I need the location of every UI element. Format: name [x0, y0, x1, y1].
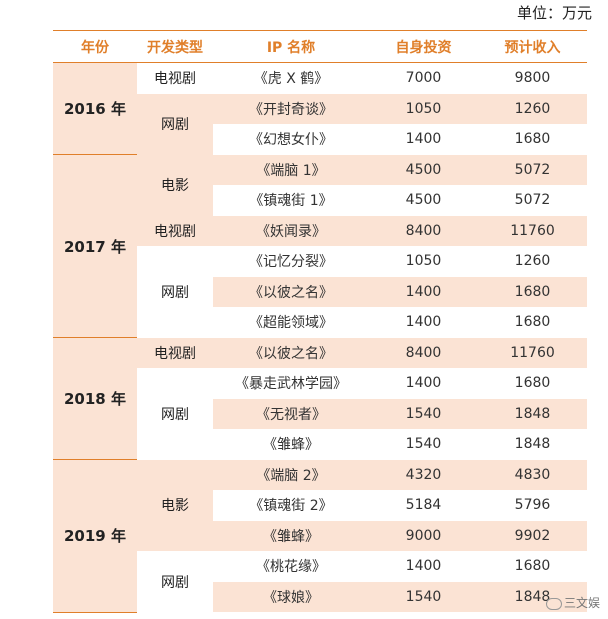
header-investment: 自身投资: [369, 30, 478, 63]
ip-name-cell: 《雏蜂》: [213, 520, 369, 551]
table-row: 《镇魂街 2》 5184 5796: [53, 490, 587, 521]
ip-name-cell: 《虎 X 鹤》: [253, 71, 329, 88]
table-row: 网剧 《开封奇谈》 1050 1260: [53, 93, 587, 155]
ip-name-cell: 《镇魂街 1》: [249, 193, 333, 210]
type-cell: 网剧: [137, 368, 213, 460]
ip-name-cell: 《桃花缘》: [256, 559, 326, 576]
investment-cell: 8400: [369, 215, 478, 246]
table-row: 《镇魂街 1》 4500 5072: [53, 185, 587, 216]
ip-name-cell: 《超能领域》: [249, 315, 333, 332]
type-cell: 电影: [137, 459, 213, 551]
table-row: 《以彼之名》 1400 1680: [53, 276, 587, 307]
investment-cell: 4500: [369, 154, 478, 185]
income-cell: 5072: [478, 154, 587, 185]
income-cell: 1680: [478, 276, 587, 307]
unit-label: 单位：万元: [516, 4, 592, 22]
table-row: 《球娘》 1540 1848: [53, 581, 587, 612]
income-cell: 5072: [514, 192, 551, 209]
table-row: 2016 年电视剧 《虎 X 鹤》 7000 9800: [53, 62, 587, 155]
income-cell: 4830: [478, 459, 587, 490]
table-row: 《雏蜂》 1540 1848: [53, 429, 587, 460]
investment-cell: 1540: [369, 581, 478, 612]
income-cell: 1680: [514, 375, 551, 392]
type-cell: 电影: [137, 154, 213, 216]
investment-cell: 4500: [405, 192, 442, 209]
year-cell: 2016 年: [53, 62, 137, 155]
table-row: 网剧 《桃花缘》 1400 1680: [53, 551, 587, 612]
type-cell: 电视剧: [137, 215, 213, 246]
watermark-text: 三文娱: [563, 596, 600, 610]
investment-cell: 8400: [369, 337, 478, 368]
income-cell: 1680: [514, 314, 551, 331]
type-cell: 电视剧: [137, 62, 213, 94]
investment-cell: 1400: [405, 131, 442, 148]
wechat-icon: [545, 597, 562, 610]
ip-name-cell: 《开封奇谈》: [213, 93, 369, 124]
investment-cell: 1050: [369, 93, 478, 124]
ip-name-cell: 《暴走武林学园》: [235, 376, 347, 393]
income-cell: 11760: [478, 215, 587, 246]
income-cell: 1848: [514, 436, 551, 453]
type-cell: 电视剧: [137, 337, 213, 368]
investment-cell: 9000: [369, 520, 478, 551]
income-cell: 9902: [478, 520, 587, 551]
header-year: 年份: [53, 30, 137, 63]
ip-name-cell: 《妖闻录》: [213, 215, 369, 246]
type-cell: 网剧: [137, 93, 213, 155]
income-cell: 1848: [478, 581, 587, 612]
income-cell: 1680: [514, 558, 551, 575]
investment-cell: 1540: [369, 398, 478, 429]
investment-cell: 7000: [405, 70, 442, 87]
table-row: 《无视者》 1540 1848: [53, 398, 587, 429]
ip-name-cell: 《镇魂街 2》: [249, 498, 333, 515]
table-row: 网剧 《记忆分裂》 1050 1260: [53, 246, 587, 338]
investment-cell: 1400: [405, 375, 442, 392]
ip-name-cell: 《端脑 2》: [213, 459, 369, 490]
ip-name-cell: 《端脑 1》: [213, 154, 369, 185]
investment-cell: 1050: [405, 253, 442, 270]
type-cell: 网剧: [137, 551, 213, 612]
investment-cell: 1540: [405, 436, 442, 453]
header-type: 开发类型: [137, 30, 213, 63]
ip-name-cell: 《记忆分裂》: [249, 254, 333, 271]
table-body: 2016 年电视剧 《虎 X 鹤》 7000 9800 网剧 《开封奇谈》 1050 1260…: [53, 62, 587, 613]
year-cell: 2019 年: [53, 459, 137, 613]
table-row: 2018 年电视剧 《以彼之名》 8400 11760: [53, 337, 587, 460]
table-row: 电视剧 《妖闻录》 8400 11760: [53, 215, 587, 246]
watermark: 三文娱: [545, 594, 600, 611]
income-cell: 1848: [478, 398, 587, 429]
year-cell: 2018 年: [53, 337, 137, 460]
investment-cell: 1400: [405, 558, 442, 575]
ip-name-cell: 《以彼之名》: [213, 276, 369, 307]
income-cell: 5796: [514, 497, 551, 514]
ip-name-cell: 《无视者》: [213, 398, 369, 429]
investment-cell: 5184: [405, 497, 442, 514]
income-cell: 1260: [478, 93, 587, 124]
investment-cell: 1400: [369, 276, 478, 307]
table-row: 《雏蜂》 9000 9902: [53, 520, 587, 551]
ip-name-cell: 《雏蜂》: [263, 437, 319, 454]
ip-name-cell: 《以彼之名》: [213, 337, 369, 368]
header-ip-name: IP 名称: [213, 30, 369, 63]
header-income: 预计收入: [478, 30, 587, 63]
table-row: 网剧 《暴走武林学园》 1400 1680: [53, 368, 587, 460]
table-row: 《超能领域》 1400 1680: [53, 307, 587, 338]
table-header-row: 年份 开发类型 IP 名称 自身投资 预计收入: [53, 30, 587, 63]
type-cell: 网剧: [137, 246, 213, 338]
table-row: 《幻想女仆》 1400 1680: [53, 124, 587, 155]
ip-name-cell: 《球娘》: [213, 581, 369, 612]
ip-investment-table: 年份 开发类型 IP 名称 自身投资 预计收入 2016 年电视剧 《虎 X 鹤》…: [53, 30, 587, 613]
income-cell: 1260: [514, 253, 551, 270]
investment-cell: 4320: [369, 459, 478, 490]
year-cell: 2017 年: [53, 154, 137, 338]
table-row: 2017 年电影 《端脑 1》 4500 5072: [53, 154, 587, 338]
income-cell: 9800: [514, 70, 551, 87]
investment-cell: 1400: [405, 314, 442, 331]
ip-name-cell: 《幻想女仆》: [249, 132, 333, 149]
income-cell: 11760: [478, 337, 587, 368]
table-row: 2019 年电影 《端脑 2》 4320 4830: [53, 459, 587, 613]
income-cell: 1680: [514, 131, 551, 148]
